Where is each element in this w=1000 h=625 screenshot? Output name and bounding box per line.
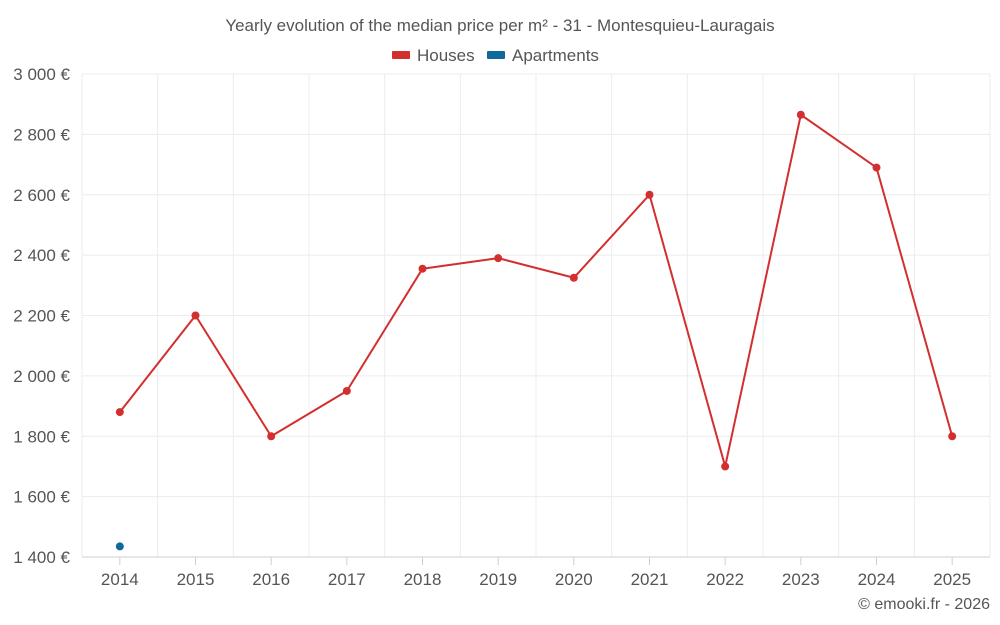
x-tick-label: 2016 — [252, 570, 290, 589]
data-point-houses[interactable] — [948, 432, 957, 441]
y-tick-label: 2 600 € — [13, 186, 70, 205]
legend-label-apartments: Apartments — [512, 46, 599, 65]
y-tick-label: 2 200 € — [13, 307, 70, 326]
data-point-houses[interactable] — [494, 254, 503, 263]
legend-item-apartments[interactable]: Apartments — [487, 46, 599, 65]
series-layer — [115, 110, 957, 551]
chart-title: Yearly evolution of the median price per… — [225, 16, 774, 35]
x-tick-label: 2025 — [933, 570, 971, 589]
data-point-houses[interactable] — [267, 432, 276, 441]
y-tick-label: 3 000 € — [13, 65, 70, 84]
data-point-houses[interactable] — [342, 386, 351, 395]
y-tick-label: 1 800 € — [13, 427, 70, 446]
y-tick-label: 2 000 € — [13, 367, 70, 386]
data-point-houses[interactable] — [796, 110, 805, 119]
data-point-houses[interactable] — [191, 311, 200, 320]
x-tick-label: 2015 — [177, 570, 215, 589]
series-line-houses — [119, 113, 954, 468]
x-axis-ticks: 2014 2015 2016 2017 2018 2019 2020 2021 2022 2023… — [101, 557, 971, 589]
x-tick-label: 2022 — [706, 570, 744, 589]
series-houses — [115, 110, 957, 471]
x-tick-label: 2020 — [555, 570, 593, 589]
data-point-houses[interactable] — [872, 163, 881, 172]
data-point-houses[interactable] — [418, 264, 427, 273]
x-tick-label: 2014 — [101, 570, 139, 589]
data-point-houses[interactable] — [721, 462, 730, 471]
legend-swatch-apartments — [487, 51, 505, 59]
x-tick-label: 2017 — [328, 570, 366, 589]
data-point-houses[interactable] — [569, 273, 578, 282]
y-tick-label: 1 400 € — [13, 548, 70, 567]
x-tick-label: 2023 — [782, 570, 820, 589]
data-point-apartments[interactable] — [115, 542, 124, 551]
series-apartments — [115, 542, 124, 551]
y-tick-label: 2 800 € — [13, 125, 70, 144]
data-point-houses[interactable] — [115, 408, 124, 417]
x-tick-label: 2019 — [479, 570, 517, 589]
x-tick-label: 2021 — [631, 570, 669, 589]
y-tick-label: 2 400 € — [13, 246, 70, 265]
legend-label-houses: Houses — [417, 46, 475, 65]
legend-item-houses[interactable]: Houses — [392, 46, 475, 65]
y-tick-label: 1 600 € — [13, 488, 70, 507]
x-gridlines — [81, 74, 991, 557]
legend: Houses Apartments — [392, 46, 599, 65]
y-axis-ticks: 1 400 € 1 600 € 1 800 € 2 000 € 2 200 € 2 400… — [13, 65, 70, 567]
legend-swatch-houses — [392, 51, 410, 59]
x-tick-label: 2018 — [404, 570, 442, 589]
chart-credit: © emooki.fr - 2026 — [858, 596, 990, 613]
data-point-houses[interactable] — [645, 190, 654, 199]
x-tick-label: 2024 — [858, 570, 896, 589]
